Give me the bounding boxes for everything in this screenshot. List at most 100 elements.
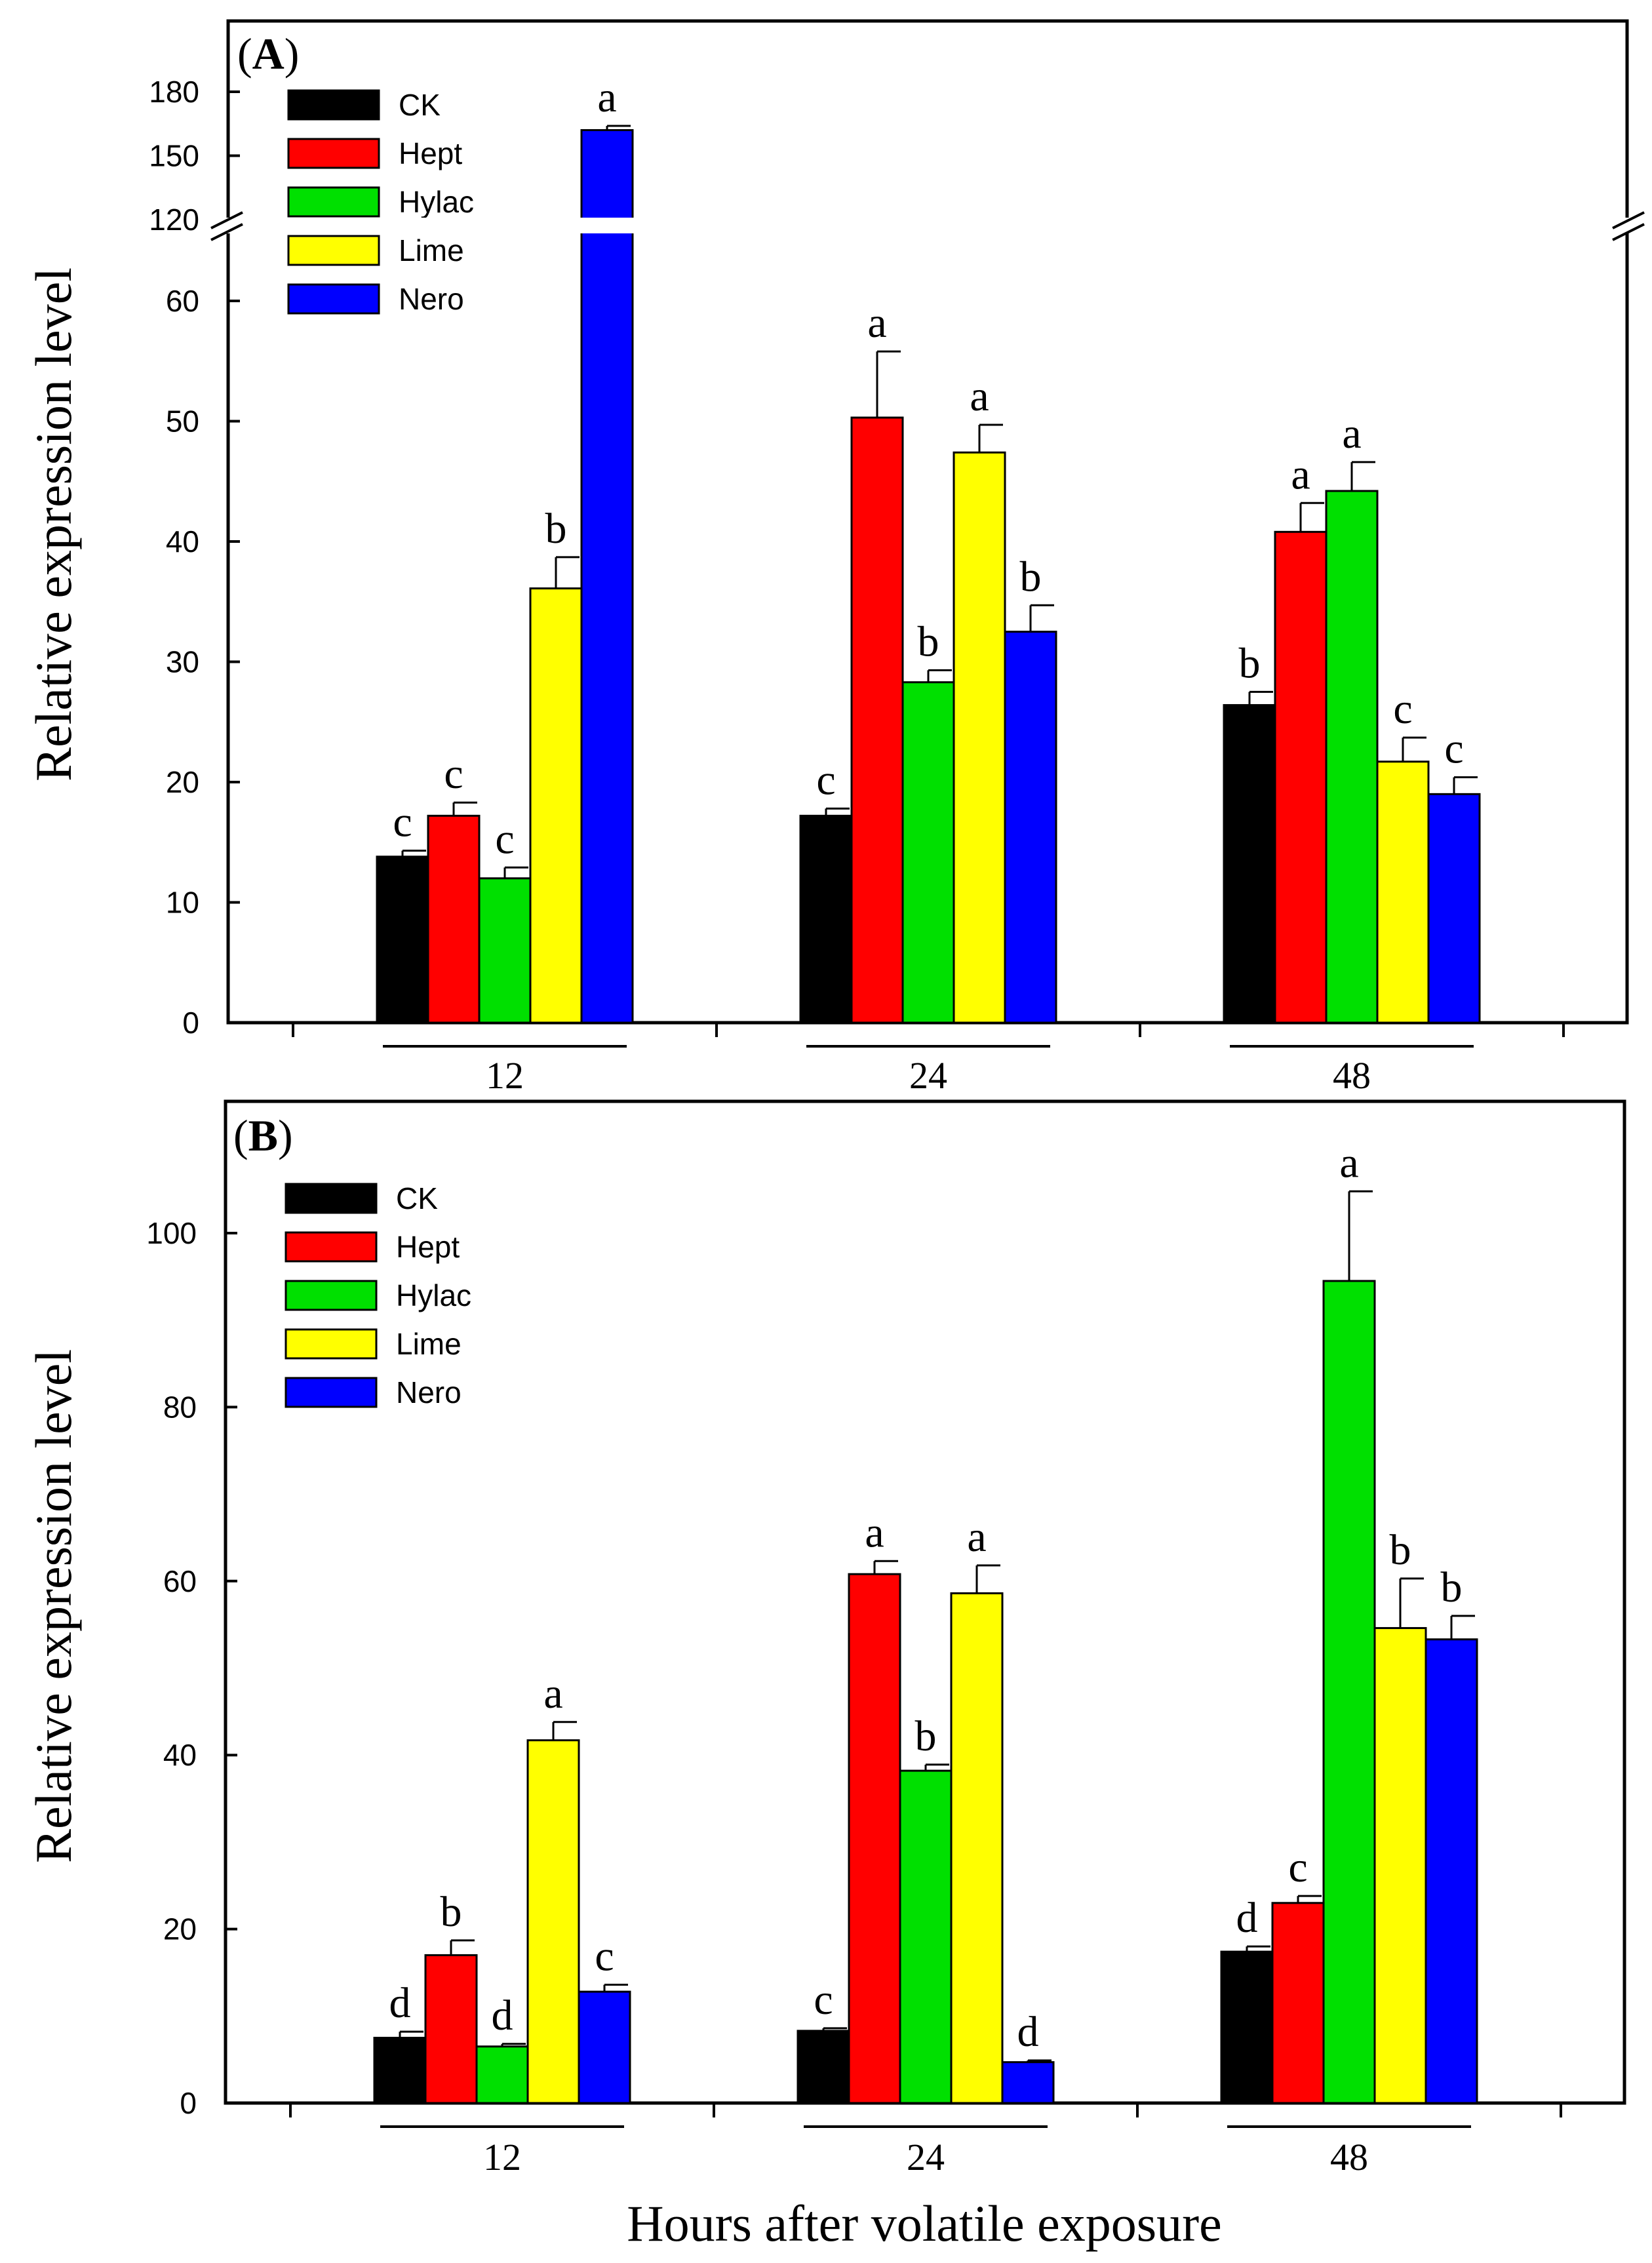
bar-ck-24 [799, 814, 853, 1024]
panel-a-y-tick-label: 20 [166, 765, 199, 799]
bar-ck-48 [1223, 704, 1276, 1024]
bar-hylac-24 [899, 1769, 953, 2104]
significance-letter: c [1393, 685, 1412, 733]
panel-b-y-tick-label: 40 [163, 1738, 197, 1772]
significance-letter: a [1342, 410, 1361, 458]
legend-label-hylac: Hylac [399, 185, 474, 219]
bar-hylac-12 [475, 2045, 529, 2104]
legend-label-lime: Lime [396, 1327, 462, 1361]
significance-letter: a [967, 1513, 986, 1561]
panel-b-y-ticks: 0 20 40 60 80 100 [146, 1216, 237, 2120]
bar-lime-12 [526, 1739, 580, 2104]
panel-b-label: (B) [233, 1111, 293, 1160]
legend-label-nero: Nero [399, 282, 464, 316]
panel-a-x-axis: 12 24 48 [292, 1023, 1565, 1097]
significance-letter: c [595, 1933, 614, 1980]
significance-letter: b [918, 618, 939, 665]
bar-nero-24 [1001, 2061, 1055, 2104]
bar-nero-48 [1425, 1638, 1478, 2104]
panel-a-legend: CK Hept Hylac Lime Nero [287, 88, 474, 316]
significance-letter: b [1020, 553, 1042, 600]
panel-a-x-tick-label: 48 [1333, 1054, 1371, 1097]
panel-a-x-tick-label: 24 [909, 1054, 947, 1097]
panel-a-y-ticks: 0 10 20 30 40 50 60 120 150 180 [149, 75, 240, 1040]
bar-hept-48 [1274, 530, 1328, 1024]
panel-a-y-tick-label: 40 [166, 524, 199, 559]
bar-hylac-48 [1322, 1280, 1376, 2104]
bar-lime-48 [1373, 1626, 1427, 2104]
significance-letter: b [441, 1888, 462, 1936]
bar-lime-48 [1376, 760, 1430, 1024]
axis-break-mark-right [1612, 211, 1645, 229]
legend-swatch-hept [287, 138, 380, 169]
panel-a-y-tick-label: 30 [166, 645, 199, 679]
panel-a-y-tick-label: 150 [149, 139, 199, 173]
legend-swatch-ck [287, 89, 380, 121]
panel-a-y-tick-label: 0 [182, 1006, 199, 1040]
bar-ck-48 [1220, 1950, 1274, 2104]
bar-lime-24 [953, 451, 1006, 1024]
bar-hept-12 [424, 1954, 478, 2104]
significance-letter: a [597, 73, 616, 121]
significance-letter: a [1339, 1139, 1358, 1187]
bar-ck-12 [373, 2036, 427, 2104]
bar-hylac-24 [901, 681, 955, 1024]
panel-b: (B) Relative expression level 0 20 40 60 80 1… [25, 1099, 1626, 2178]
panel-a: (A) Relative expression level 0 10 20 30 40 5… [25, 19, 1647, 1097]
legend-label-lime: Lime [399, 233, 464, 267]
significance-letter: b [1441, 1564, 1463, 1611]
panel-a-y-tick-label: 180 [149, 75, 199, 109]
significance-letter: b [545, 505, 567, 553]
bar-hept-48 [1271, 1902, 1325, 2104]
significance-letter: c [814, 1976, 833, 2024]
bar-hept-24 [850, 416, 904, 1024]
legend-swatch-nero [287, 283, 380, 315]
panel-b-x-tick-label: 48 [1330, 2136, 1368, 2178]
significance-letter: c [816, 756, 835, 804]
panel-a-y-tick-label: 60 [166, 284, 199, 318]
significance-letter: b [1239, 639, 1261, 687]
panel-a-x-tick-label: 12 [486, 1054, 524, 1097]
panel-b-y-tick-label: 20 [163, 1912, 197, 1946]
significance-letter: d [492, 1992, 513, 2039]
bar-lime-12 [529, 587, 583, 1024]
legend-label-ck: CK [399, 88, 441, 122]
axis-break-gap [208, 218, 1647, 233]
legend-swatch-hylac [285, 1280, 378, 1311]
panel-b-x-tick-label: 12 [483, 2136, 521, 2178]
legend-label-ck: CK [396, 1181, 438, 1215]
significance-letter: c [1288, 1843, 1307, 1891]
panel-b-y-tick-label: 100 [146, 1216, 197, 1250]
significance-letter: b [1390, 1526, 1411, 1574]
bar-nero-48 [1427, 793, 1481, 1024]
panel-b-x-tick-label: 24 [907, 2136, 945, 2178]
panel-a-y-axis-title: Relative expression level [25, 267, 82, 781]
legend-swatch-lime [287, 235, 380, 266]
bar-nero-24 [1004, 631, 1057, 1024]
significance-letter: d [1236, 1894, 1258, 1942]
bar-hylac-12 [478, 877, 532, 1024]
axis-break-mark-left [210, 211, 243, 229]
significance-letter: a [1291, 450, 1310, 498]
significance-letter: b [915, 1712, 937, 1760]
bar-nero-12 [580, 129, 634, 1024]
legend-swatch-ck [285, 1183, 378, 1214]
panel-a-label: (A) [237, 29, 299, 79]
bar-ck-24 [796, 2030, 850, 2104]
legend-swatch-lime [285, 1328, 378, 1360]
axis-break-mark-left [210, 223, 243, 241]
legend-label-nero: Nero [396, 1375, 462, 1409]
panel-b-y-tick-label: 80 [163, 1390, 197, 1424]
legend-label-hept: Hept [396, 1230, 460, 1264]
panel-b-y-tick-label: 0 [180, 2086, 197, 2120]
significance-letter: a [867, 299, 886, 347]
x-axis-title: Hours after volatile exposure [627, 2195, 1222, 2252]
bar-hept-12 [427, 814, 481, 1024]
bar-ck-12 [376, 856, 429, 1024]
significance-letter: d [1017, 2008, 1039, 2056]
panel-a-y-tick-label: 120 [149, 203, 199, 237]
panel-b-x-axis: 12 24 48 [289, 2103, 1562, 2178]
